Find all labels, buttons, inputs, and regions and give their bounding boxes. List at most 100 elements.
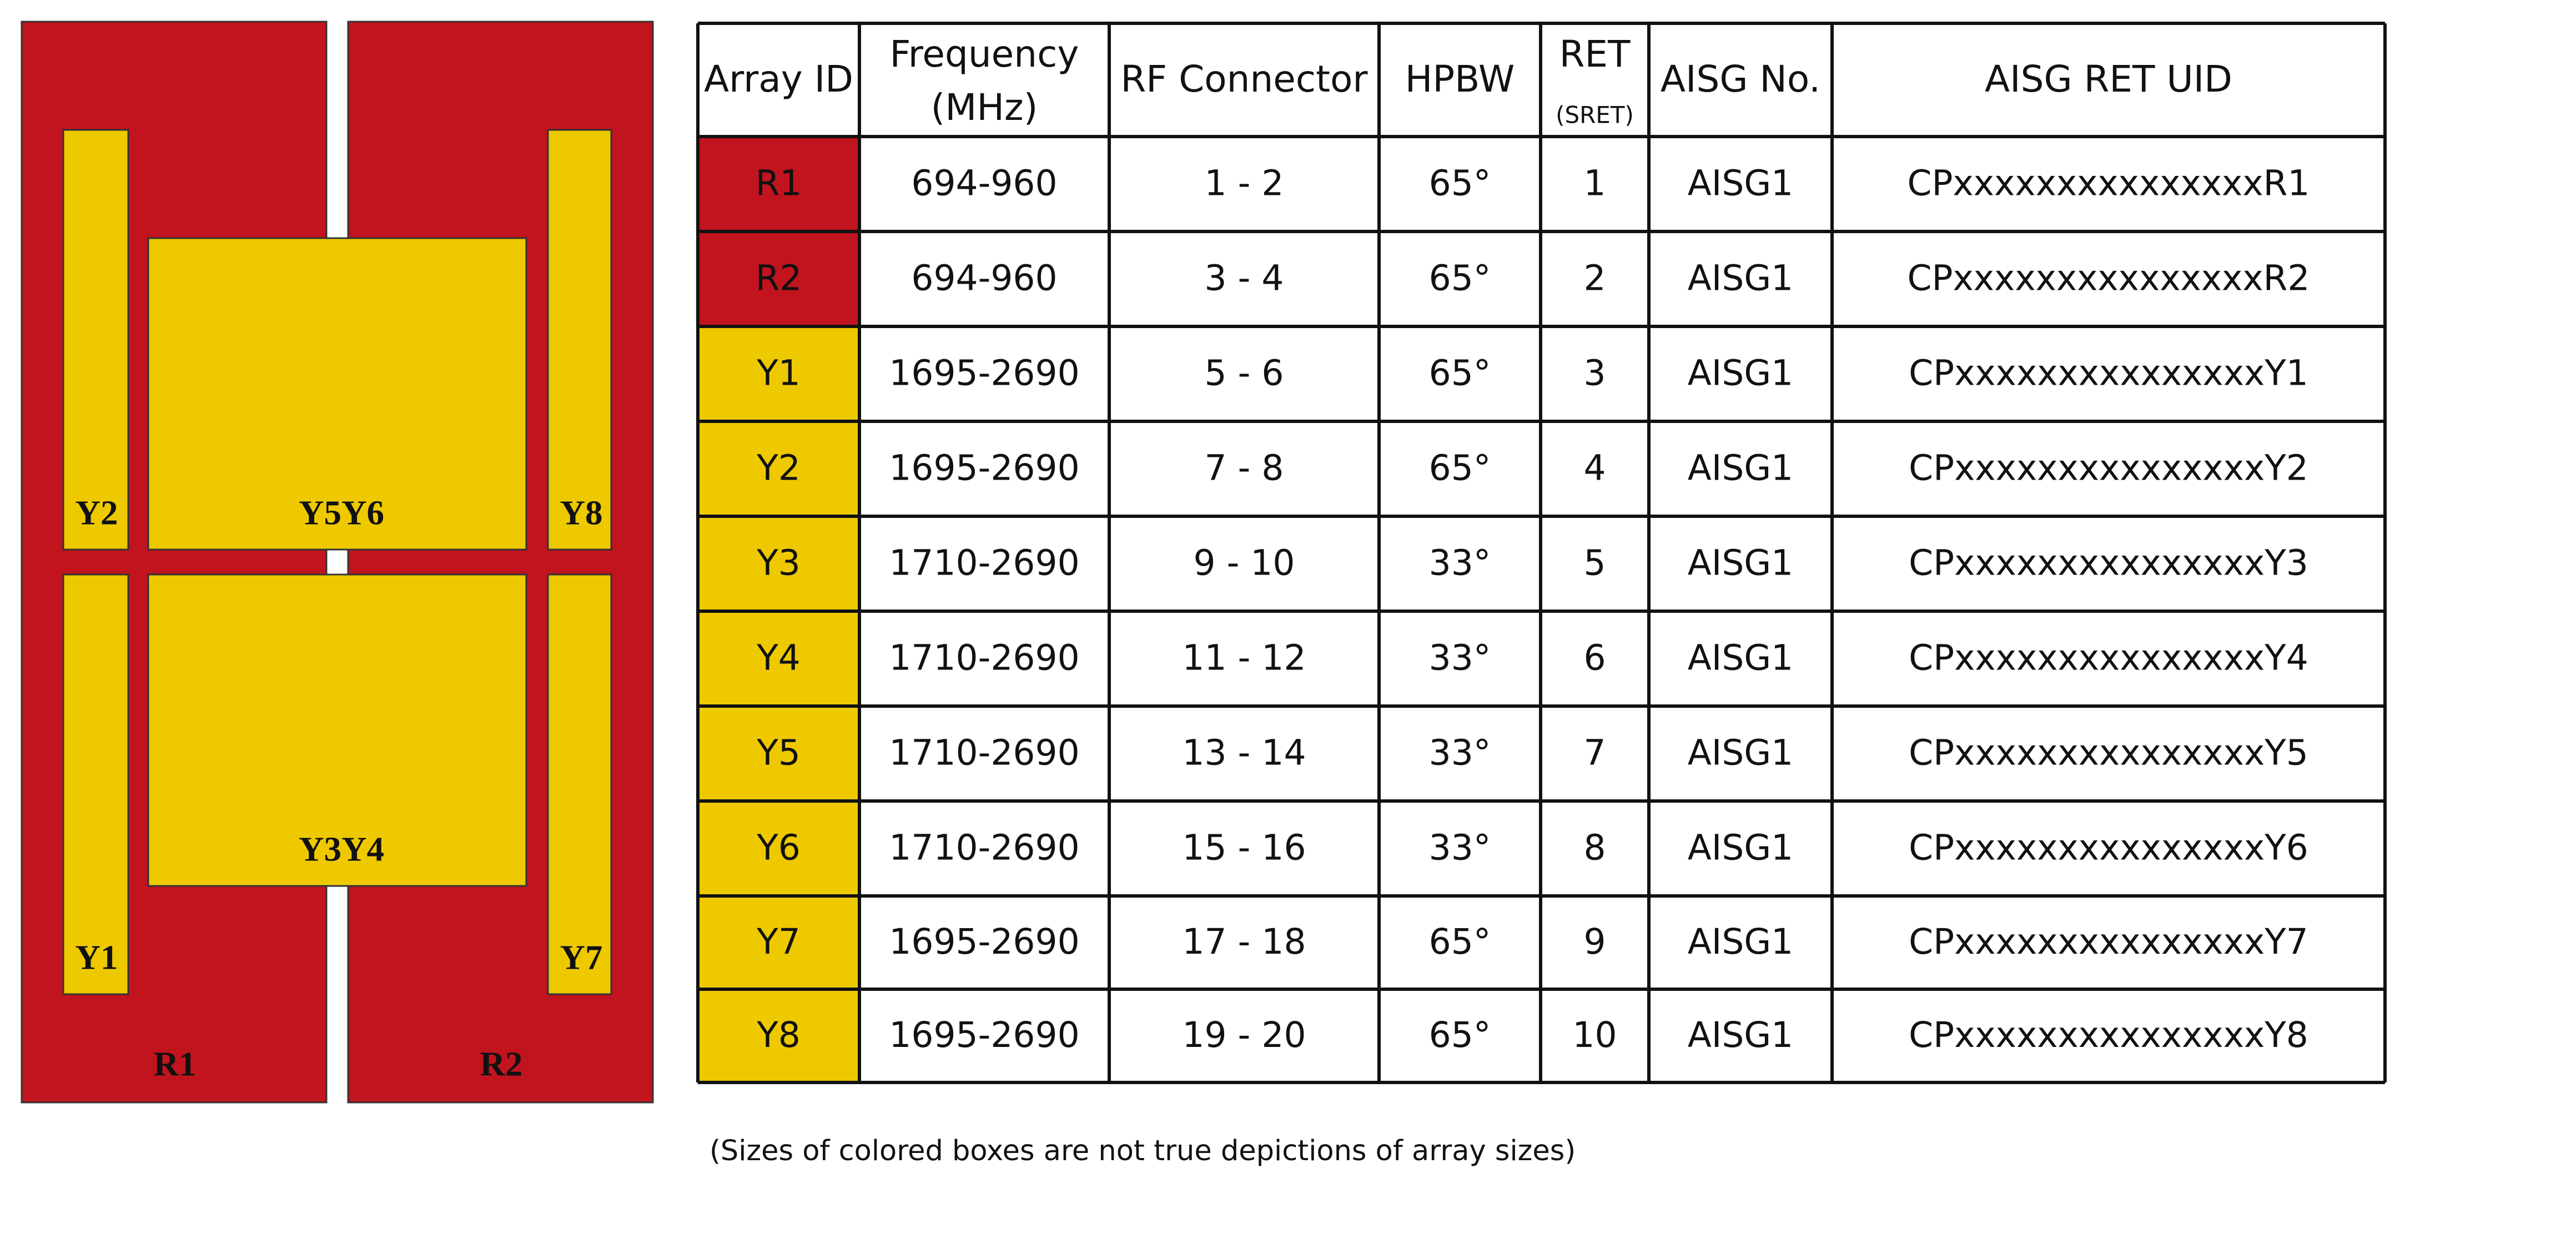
block-y5y6 [147,237,527,551]
block-label: R2 [480,1044,523,1083]
table-cell: CPxxxxxxxxxxxxxxxY3 [1909,543,2308,583]
table-cell: 19 - 20 [1182,1015,1306,1055]
header-cell: RET [1559,33,1631,75]
table-cell: 4 [1583,448,1606,488]
table-cell: CPxxxxxxxxxxxxxxxY1 [1909,353,2308,394]
table-cell: 15 - 16 [1182,828,1306,868]
header-cell: Array ID [704,58,853,100]
table-cell: 2 [1583,258,1606,299]
table-cell: 65° [1429,163,1491,204]
table-cell: 5 - 6 [1205,353,1284,394]
block-label: Y3Y4 [299,829,384,868]
table-cell: 33° [1429,638,1491,678]
table-cell: 5 [1583,543,1606,583]
table-cell: 65° [1429,921,1491,962]
table-cell: Y8 [756,1015,801,1055]
header-cell: Frequency [890,33,1079,75]
block-y2 [62,129,129,551]
table-cell: Y3 [756,543,801,583]
table-cell: 3 [1583,353,1606,394]
table-cell: CPxxxxxxxxxxxxxxxY8 [1909,1015,2308,1055]
table-cell: 1695-2690 [889,353,1079,394]
table-cell: 7 - 8 [1205,448,1284,488]
table-cell: 65° [1429,1015,1491,1055]
table-cell: 694-960 [911,258,1057,299]
table-cell: 694-960 [911,163,1057,204]
id-cell-fill [697,421,859,517]
table-cell: 11 - 12 [1182,638,1306,678]
id-cell-fill [697,800,859,896]
block-y3y4 [147,573,527,887]
id-cell-fill [697,706,859,801]
table-cell: AISG1 [1688,448,1794,488]
id-cell-fill [697,989,859,1082]
table-cell: 13 - 14 [1182,733,1306,773]
table-cell: 1 - 2 [1205,163,1284,204]
table-cell: AISG1 [1688,353,1794,394]
block-label: Y7 [560,938,603,976]
table-cell: 1 [1583,163,1606,204]
table-cell: CPxxxxxxxxxxxxxxxR2 [1908,258,2310,299]
table-cell: 65° [1429,258,1491,299]
table-cell: 6 [1583,638,1606,678]
header-cell: (MHz) [931,86,1038,129]
table-cell: 3 - 4 [1205,258,1284,299]
id-cell-fill [697,137,859,232]
block-label: Y5Y6 [299,493,384,532]
table-cell: Y1 [756,353,801,394]
table-cell: Y4 [756,638,801,678]
id-cell-fill [697,611,859,706]
table-cell: CPxxxxxxxxxxxxxxxR1 [1908,163,2310,204]
block-label: R1 [154,1044,197,1083]
block-y7 [547,573,612,995]
table-cell: 33° [1429,543,1491,583]
table-cell: 33° [1429,733,1491,773]
table-cell: 1710-2690 [889,828,1079,868]
table-cell: Y5 [756,733,801,773]
table-cell: AISG1 [1688,1015,1794,1055]
table-cell: AISG1 [1688,921,1794,962]
id-cell-fill [697,326,859,422]
table-cell: 65° [1429,353,1491,394]
table-cell: 1695-2690 [889,448,1079,488]
header-cell: AISG No. [1661,58,1820,100]
table-cell: AISG1 [1688,828,1794,868]
block-y8 [547,129,612,551]
note: (Sizes of colored boxes are not true dep… [710,1135,1576,1167]
table-cell: 10 [1572,1015,1617,1055]
table-cell: R1 [756,163,802,204]
table: Array ID Frequency (MHz) RF Connector HP… [696,22,2387,1084]
table-cell: CPxxxxxxxxxxxxxxxY4 [1909,638,2308,678]
table-cell: AISG1 [1688,733,1794,773]
table-cell: AISG1 [1688,258,1794,299]
id-cell-fill [697,516,859,611]
table-cell: 1695-2690 [889,921,1079,962]
table-cell: 1710-2690 [889,543,1079,583]
table-cell: CPxxxxxxxxxxxxxxxY5 [1909,733,2308,773]
table-cell: Y7 [756,921,801,962]
table-cell: 17 - 18 [1182,921,1306,962]
table-cell: 33° [1429,828,1491,868]
block-y1 [62,573,129,995]
table-cell: 1710-2690 [889,638,1079,678]
block-label: Y2 [76,493,118,532]
table-cell: CPxxxxxxxxxxxxxxxY6 [1909,828,2308,868]
table-cell: 7 [1583,733,1606,773]
header-cell: (SRET) [1556,102,1634,129]
table-cell: AISG1 [1688,638,1794,678]
block-label: Y8 [560,493,603,532]
header-cell: HPBW [1405,58,1515,100]
table-cell: 1695-2690 [889,1015,1079,1055]
table-cell: CPxxxxxxxxxxxxxxxY2 [1909,448,2308,488]
table-cell: Y6 [756,828,801,868]
array-diagram: R1 R2 Y2 Y5Y6 Y8 Y1 Y3Y4 Y7 [21,21,654,1104]
table-cell: 9 [1583,921,1606,962]
table-cell: 8 [1583,828,1606,868]
table-cell: Y2 [756,448,801,488]
table-cell: R2 [756,258,802,299]
header-cell: AISG RET UID [1985,58,2232,100]
table-cell: CPxxxxxxxxxxxxxxxY7 [1909,921,2308,962]
header-cell: RF Connector [1120,58,1368,100]
table-cell: AISG1 [1688,543,1794,583]
